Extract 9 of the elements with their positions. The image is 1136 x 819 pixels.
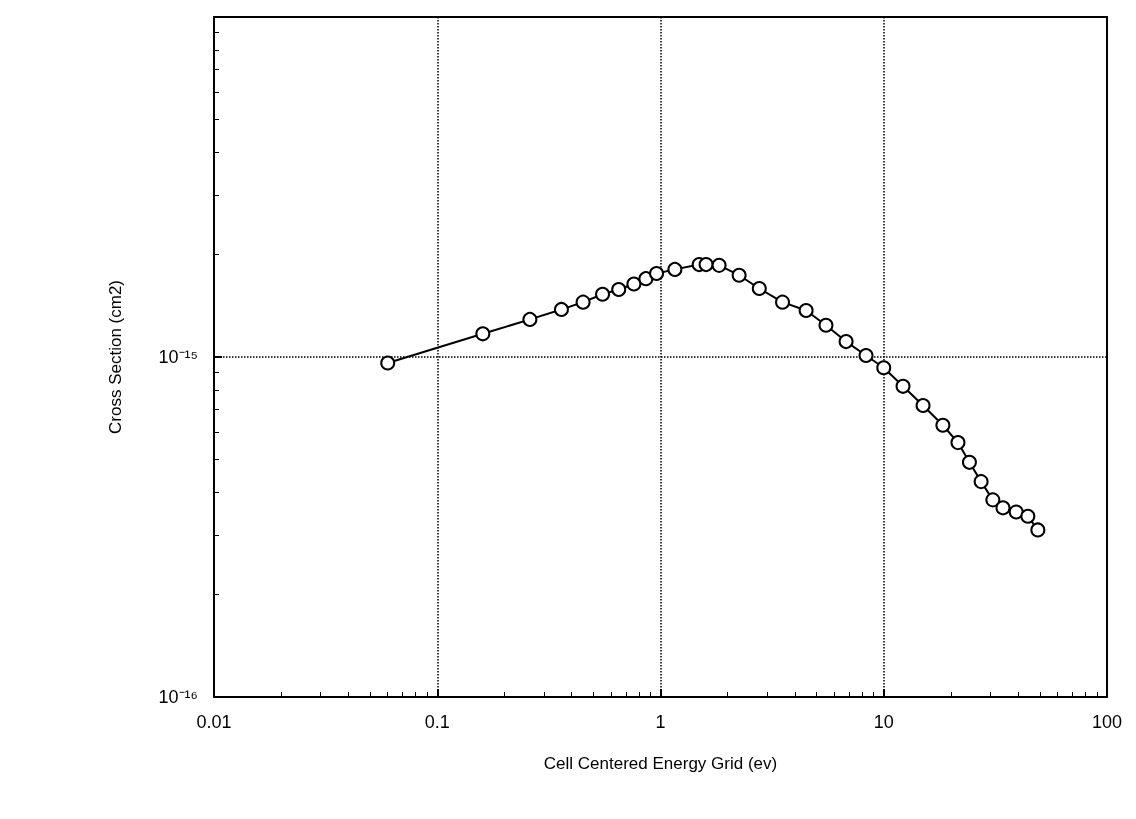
x-tick-label: 1 — [655, 712, 666, 732]
x-tick-label: 0.1 — [424, 712, 450, 732]
x-tick-label: 10 — [873, 712, 894, 732]
x-tick-label: 0.01 — [196, 712, 232, 732]
y-tick-label: 10⁻¹⁵ — [158, 347, 198, 367]
y-axis-title: Cross Section (cm2) — [106, 280, 125, 434]
x-axis-title: Cell Centered Energy Grid (ev) — [543, 754, 778, 773]
x-tick-label: 100 — [1091, 712, 1123, 732]
y-tick-label: 10⁻¹⁶ — [158, 687, 198, 707]
